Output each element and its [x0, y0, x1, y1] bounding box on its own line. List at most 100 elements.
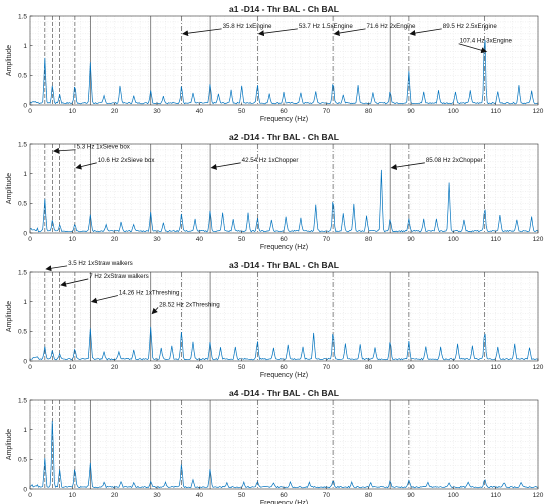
x-tick-label: 50 [238, 108, 246, 115]
x-tick-label: 40 [196, 492, 204, 499]
y-tick-label: 1.5 [18, 269, 27, 276]
y-axis-label: Amplitude [6, 173, 13, 204]
annotation-arrow [210, 162, 241, 170]
y-axis-label: Amplitude [6, 45, 13, 76]
annotation-arrow [333, 28, 366, 36]
annotation-arrow [45, 265, 68, 272]
annotation-label: 28.52 Hz 2xThreshing [159, 301, 220, 308]
annotation-label: 5.3 Hz 1xSieve box [77, 144, 131, 151]
x-tick-label: 10 [69, 364, 77, 371]
x-tick-label: 80 [365, 492, 373, 499]
annotation-arrow [257, 28, 298, 37]
chart-title: a3 -D14 - Thr BAL - Ch BAL [229, 260, 339, 270]
annotation-arrow [60, 278, 89, 287]
x-tick-label: 10 [69, 108, 77, 115]
x-tick-label: 70 [323, 108, 331, 115]
y-axis-label: Amplitude [6, 429, 13, 460]
annotation-label: 53.7 Hz 1.5xEngine [299, 23, 354, 30]
x-tick-label: 40 [196, 108, 204, 115]
x-tick-label: 0 [28, 108, 32, 115]
x-tick-label: 120 [533, 492, 544, 499]
annotation-arrow [409, 28, 442, 36]
y-tick-label: 0 [23, 102, 27, 109]
x-tick-label: 90 [407, 236, 415, 243]
annotation-arrow [458, 43, 488, 54]
x-tick-label: 90 [407, 492, 415, 499]
x-tick-label: 40 [196, 364, 204, 371]
chart-title: a1 -D14 - Thr BAL - Ch BAL [229, 4, 339, 14]
x-tick-label: 30 [153, 364, 161, 371]
annotation-label: 85.08 Hz 2xChopper [426, 157, 483, 164]
annotation-label: 3.5 Hz 1xStraw walkers [68, 260, 133, 267]
annotation-label: 7 Hz 2xStraw walkers [89, 273, 148, 280]
x-tick-label: 60 [280, 236, 288, 243]
chart-title: a4 -D14 - Thr BAL - Ch BAL [229, 388, 339, 398]
x-tick-label: 0 [28, 364, 32, 371]
x-tick-label: 50 [238, 236, 246, 243]
annotation-label: 71.6 Hz 2xEngine [367, 23, 416, 30]
x-tick-label: 20 [111, 108, 119, 115]
annotation-arrow [151, 307, 159, 315]
annotation-arrow [182, 28, 222, 37]
annotation-label: 14.26 Hz 1xThreshing [119, 290, 180, 297]
x-tick-label: 10 [69, 236, 77, 243]
x-tick-label: 80 [365, 364, 373, 371]
x-tick-label: 60 [280, 492, 288, 499]
x-tick-label: 110 [490, 108, 501, 115]
x-tick-label: 20 [111, 492, 119, 499]
x-tick-label: 120 [533, 364, 544, 371]
annotation-label: 35.8 Hz 1xEngine [223, 23, 272, 30]
x-tick-label: 60 [280, 364, 288, 371]
y-tick-label: 1.5 [18, 141, 27, 148]
x-tick-label: 0 [28, 492, 32, 499]
x-tick-label: 100 [448, 364, 459, 371]
x-tick-label: 50 [238, 364, 246, 371]
annotation-label: 107.4 Hz 3xEngine [460, 38, 513, 45]
x-tick-label: 10 [69, 492, 77, 499]
y-tick-label: 1.5 [18, 397, 27, 404]
annotation-label: 89.5 Hz 2.5xEngine [443, 23, 498, 30]
annotation-arrow [75, 162, 97, 170]
x-axis-label: Frequency (Hz) [260, 116, 308, 123]
y-tick-label: 0 [23, 230, 27, 237]
x-tick-label: 110 [490, 236, 501, 243]
x-tick-label: 100 [448, 492, 459, 499]
y-tick-label: 0 [23, 358, 27, 365]
x-tick-label: 100 [448, 108, 459, 115]
x-tick-label: 40 [196, 236, 204, 243]
x-tick-label: 0 [28, 236, 32, 243]
y-tick-label: 1 [23, 171, 27, 178]
y-tick-label: 0.5 [18, 201, 27, 208]
y-tick-label: 0.5 [18, 73, 27, 80]
x-tick-label: 30 [153, 108, 161, 115]
x-tick-label: 90 [407, 364, 415, 371]
x-tick-label: 30 [153, 492, 161, 499]
x-tick-label: 60 [280, 108, 288, 115]
y-tick-label: 0.5 [18, 457, 27, 464]
x-tick-label: 110 [490, 364, 501, 371]
subplot-4: a4 -D14 - Thr BAL - Ch BAL 0 10 20 30 40 50 60 7… [6, 388, 544, 504]
x-tick-label: 90 [407, 108, 415, 115]
x-axis-label: Frequency (Hz) [260, 372, 308, 379]
chart-title: a2 -D14 - Thr BAL - Ch BAL [229, 132, 339, 142]
x-tick-label: 100 [448, 236, 459, 243]
x-tick-label: 70 [323, 364, 331, 371]
x-tick-label: 70 [323, 236, 331, 243]
y-axis-label: Amplitude [6, 301, 13, 332]
x-tick-label: 120 [533, 236, 544, 243]
x-tick-label: 80 [365, 108, 373, 115]
x-tick-label: 30 [153, 236, 161, 243]
x-tick-label: 70 [323, 492, 331, 499]
x-tick-label: 50 [238, 492, 246, 499]
annotation-label: 10.6 Hz 2xSieve box [98, 157, 156, 164]
annotation-arrow [390, 162, 425, 170]
y-tick-label: 1 [23, 43, 27, 50]
y-tick-label: 0 [23, 486, 27, 493]
x-axis-label: Frequency (Hz) [260, 244, 308, 251]
annotation-arrow [90, 295, 118, 304]
x-axis-label: Frequency (Hz) [260, 500, 308, 504]
